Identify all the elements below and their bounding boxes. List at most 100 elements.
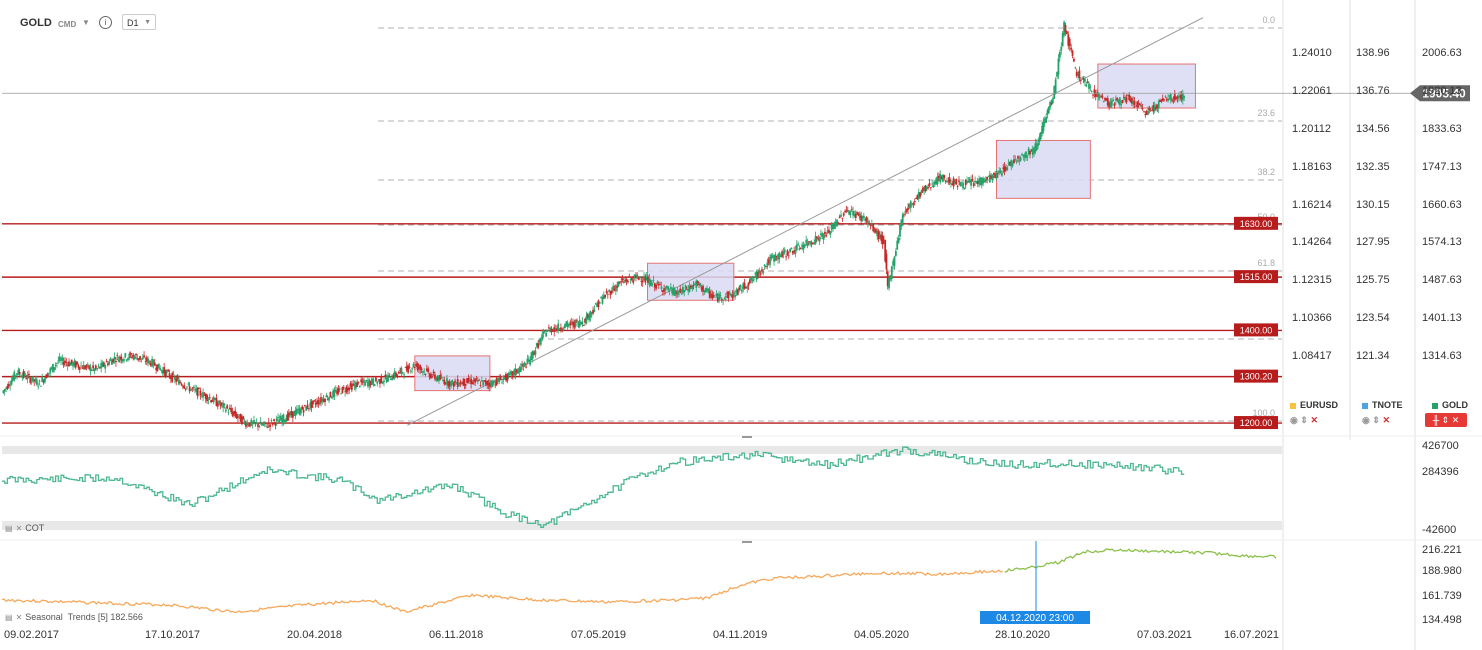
reorder-icon[interactable]: ⇕	[1372, 415, 1380, 425]
panel-settings-icon[interactable]: ▤	[5, 524, 13, 533]
price-candle	[718, 293, 720, 301]
panel-close-icon[interactable]: ✕	[15, 524, 23, 533]
price-candle	[928, 183, 931, 186]
symbol-label[interactable]: GOLD	[20, 17, 52, 29]
price-candle	[555, 329, 558, 330]
price-candle	[482, 380, 485, 386]
price-candle	[28, 373, 30, 376]
price-candle	[20, 376, 22, 378]
price-candle	[312, 400, 314, 405]
price-candle	[1002, 167, 1005, 169]
price-candle	[647, 276, 649, 283]
price-candle	[1100, 95, 1102, 97]
legend-eurusd-controls: ◉ ⇕ ✕	[1290, 415, 1338, 426]
y-tick-tnote: 125.75	[1356, 274, 1390, 286]
price-candle	[188, 386, 191, 392]
price-candle	[476, 380, 479, 382]
reorder-icon[interactable]: ⇕	[1300, 415, 1308, 425]
price-candle	[407, 365, 410, 373]
candle-icon[interactable]: ╫	[1432, 415, 1440, 425]
panel-close-icon[interactable]: ✕	[15, 613, 23, 622]
visibility-icon[interactable]: ◉	[1362, 415, 1370, 425]
legend-eurusd[interactable]: EURUSD ◉ ⇕ ✕	[1290, 400, 1338, 426]
sr-label: 1630.00	[1240, 219, 1273, 229]
price-candle	[354, 382, 357, 389]
price-candle	[324, 398, 326, 402]
price-candle	[769, 257, 771, 266]
price-candle	[46, 374, 49, 378]
visibility-icon[interactable]: ◉	[1290, 415, 1298, 425]
price-candle	[864, 219, 867, 221]
price-candle	[1019, 157, 1022, 161]
price-candle	[191, 387, 194, 389]
trendline	[407, 17, 1204, 426]
price-candle	[104, 365, 107, 369]
seasonal-panel-label: ▤ ✕ Seasonal Trends [5] 182.566	[5, 612, 143, 622]
price-candle	[911, 203, 913, 205]
reorder-icon[interactable]: ⇕	[1441, 415, 1450, 425]
legend-tnote-swatch	[1362, 402, 1368, 409]
price-candle	[297, 409, 300, 410]
price-candle	[497, 378, 499, 382]
price-candle	[218, 400, 221, 404]
price-candle	[759, 273, 762, 275]
price-candle	[3, 389, 6, 392]
price-candle	[963, 187, 966, 189]
info-icon[interactable]: i	[99, 16, 112, 29]
price-candle	[735, 289, 738, 293]
y-tick-gold: 1314.63	[1422, 350, 1462, 362]
price-candle	[393, 371, 396, 379]
symbol-dropdown-icon[interactable]: ▼	[82, 18, 90, 27]
price-candle	[1065, 31, 1068, 35]
fib-level-label: 38.2	[1257, 167, 1275, 177]
price-candle	[526, 358, 529, 363]
timeframe-select[interactable]: D1 ▼	[122, 14, 156, 30]
consolidation-box	[996, 139, 1091, 199]
price-candle	[919, 192, 922, 197]
price-candle	[304, 405, 306, 406]
price-candle	[736, 289, 739, 295]
price-candle	[692, 285, 695, 287]
y-tick-tnote: 138.96	[1356, 47, 1390, 59]
price-candle	[149, 362, 152, 366]
price-candle	[90, 370, 93, 371]
price-candle	[267, 422, 270, 424]
price-candle	[187, 383, 190, 385]
price-candle	[161, 370, 164, 374]
price-candle	[1156, 104, 1159, 108]
gold-series-controls[interactable]: ╫ ⇕ ✕	[1425, 413, 1467, 427]
price-candle	[690, 285, 692, 288]
price-candle	[661, 290, 664, 293]
price-candle	[286, 413, 289, 421]
price-candle	[790, 247, 793, 250]
price-candle	[222, 403, 225, 408]
price-candle	[299, 409, 302, 414]
remove-icon[interactable]: ✕	[1310, 415, 1318, 425]
price-candle	[877, 230, 880, 239]
price-candle	[753, 278, 755, 280]
legend-gold[interactable]: GOLD	[1432, 400, 1468, 410]
price-candle	[202, 392, 204, 398]
price-candle	[92, 365, 95, 369]
remove-icon[interactable]: ✕	[1451, 415, 1460, 425]
price-candle	[33, 379, 36, 382]
price-candle	[434, 374, 436, 379]
price-candle	[503, 377, 506, 379]
price-candle	[1116, 97, 1119, 101]
price-candle	[708, 291, 711, 298]
price-candle	[144, 361, 147, 363]
price-candle	[411, 368, 414, 370]
panel-settings-icon[interactable]: ▤	[5, 613, 13, 622]
price-candle	[10, 380, 13, 385]
price-candle	[1083, 78, 1086, 82]
legend-tnote[interactable]: TNOTE ◉ ⇕ ✕	[1362, 400, 1403, 426]
price-candle	[178, 379, 180, 385]
sr-label-box	[1234, 369, 1278, 383]
price-candle	[1010, 160, 1013, 167]
remove-icon[interactable]: ✕	[1382, 415, 1390, 425]
price-candle	[562, 328, 565, 331]
price-candle	[833, 222, 836, 229]
y-tick-gold: 1833.63	[1422, 123, 1462, 135]
price-candle	[132, 355, 135, 357]
